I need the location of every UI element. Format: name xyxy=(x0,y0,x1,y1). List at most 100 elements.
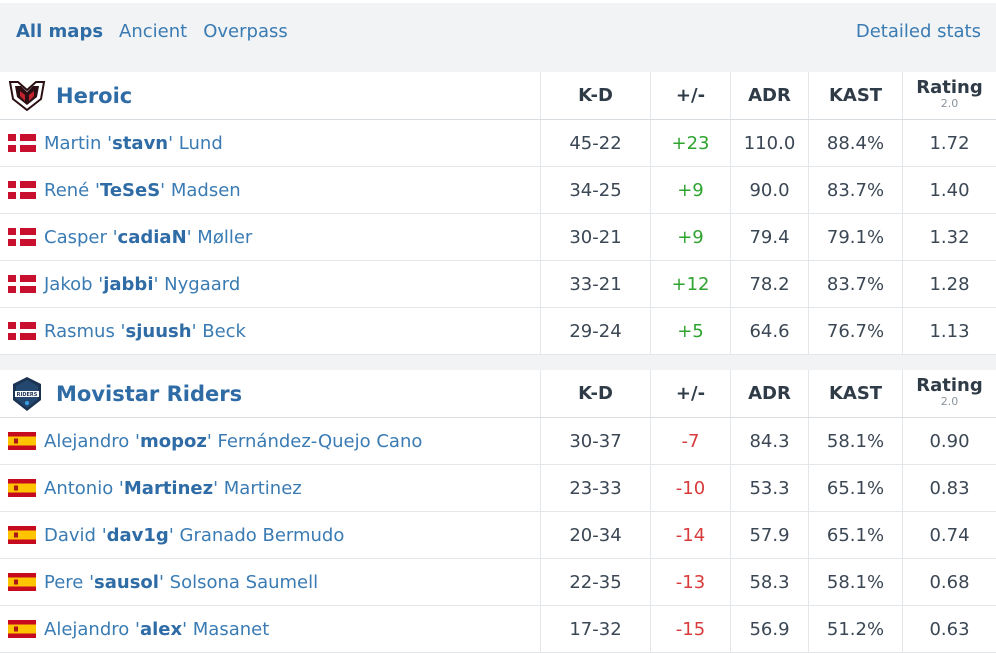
player-nickname: jabbi xyxy=(103,273,154,295)
player-nickname: Martinez xyxy=(123,477,214,499)
player-nickname: cadiaN xyxy=(117,226,187,248)
rating-value: 0.74 xyxy=(902,512,996,558)
rating-value: 1.40 xyxy=(902,167,996,213)
movistar-riders-logo-icon: RIDERS xyxy=(8,376,46,412)
heroic-logo-icon xyxy=(8,78,46,114)
player-last-name: ' Møller xyxy=(186,226,253,248)
team-stats-table-movistar-riders: RIDERS Movistar Riders K-D +/- ADR KAST … xyxy=(0,370,996,653)
col-kast-header: KAST xyxy=(808,370,902,417)
player-row: David 'dav1g' Granado Bermudo 20-34 -14 57.… xyxy=(0,512,996,559)
kast-value: 65.1% xyxy=(808,512,902,558)
spain-flag-icon xyxy=(8,573,36,591)
kd-value: 30-37 xyxy=(540,418,650,464)
adr-value: 84.3 xyxy=(730,418,808,464)
denmark-flag-icon xyxy=(8,228,36,246)
rating-label: Rating xyxy=(916,76,983,98)
rating-value: 0.83 xyxy=(902,465,996,511)
col-plusminus-header: +/- xyxy=(650,72,730,119)
rating-version: 2.0 xyxy=(940,394,959,408)
tab-all-maps[interactable]: All maps xyxy=(16,21,104,42)
player-nickname: stavn xyxy=(112,132,169,154)
player-first-name: Casper ' xyxy=(44,226,118,248)
player-last-name: ' Masanet xyxy=(182,618,270,640)
player-last-name: ' Granado Bermudo xyxy=(168,524,345,546)
kast-value: 88.4% xyxy=(808,120,902,166)
adr-value: 53.3 xyxy=(730,465,808,511)
player-last-name: ' Beck xyxy=(191,320,246,342)
player-name-link[interactable]: Pere 'sausol' Solsona Saumell xyxy=(44,572,318,593)
player-first-name: Alejandro ' xyxy=(44,618,140,640)
player-first-name: Alejandro ' xyxy=(44,430,140,452)
adr-value: 79.4 xyxy=(730,214,808,260)
player-cell: Rasmus 'sjuush' Beck xyxy=(0,308,540,354)
kd-value: 34-25 xyxy=(540,167,650,213)
plusminus-value: +5 xyxy=(650,308,730,354)
kast-value: 83.7% xyxy=(808,261,902,307)
player-nickname: sausol xyxy=(94,571,159,593)
map-tabs: All maps Ancient Overpass xyxy=(16,21,288,42)
col-rating-header: Rating 2.0 xyxy=(902,370,996,417)
team-stats-table-heroic: Heroic K-D +/- ADR KAST Rating 2.0 Marti… xyxy=(0,72,996,355)
player-last-name: ' Lund xyxy=(168,132,223,154)
spain-flag-icon xyxy=(8,620,36,638)
player-name-link[interactable]: David 'dav1g' Granado Bermudo xyxy=(44,525,344,546)
kast-value: 79.1% xyxy=(808,214,902,260)
team-header: RIDERS Movistar Riders xyxy=(0,370,540,417)
rating-value: 1.32 xyxy=(902,214,996,260)
player-row: Alejandro 'mopoz' Fernández-Quejo Cano 30… xyxy=(0,418,996,465)
table-header: Heroic K-D +/- ADR KAST Rating 2.0 xyxy=(0,72,996,120)
player-nickname: TeSeS xyxy=(99,179,161,201)
player-cell: Alejandro 'alex' Masanet xyxy=(0,606,540,652)
player-first-name: Jakob ' xyxy=(44,273,104,295)
col-kast-header: KAST xyxy=(808,72,902,119)
denmark-flag-icon xyxy=(8,275,36,293)
player-cell: Martin 'stavn' Lund xyxy=(0,120,540,166)
rating-value: 1.28 xyxy=(902,261,996,307)
tab-ancient[interactable]: Ancient xyxy=(119,21,188,42)
player-row: René 'TeSeS' Madsen 34-25 +9 90.0 83.7% 1.40 xyxy=(0,167,996,214)
denmark-flag-icon xyxy=(8,134,36,152)
plusminus-value: -13 xyxy=(650,559,730,605)
plusminus-value: -15 xyxy=(650,606,730,652)
kd-value: 20-34 xyxy=(540,512,650,558)
plusminus-value: +12 xyxy=(650,261,730,307)
tab-overpass[interactable]: Overpass xyxy=(203,21,288,42)
player-nickname: alex xyxy=(139,618,183,640)
player-name-link[interactable]: Martin 'stavn' Lund xyxy=(44,133,223,154)
player-name-link[interactable]: Casper 'cadiaN' Møller xyxy=(44,227,252,248)
kast-value: 51.2% xyxy=(808,606,902,652)
adr-value: 64.6 xyxy=(730,308,808,354)
team-name[interactable]: Heroic xyxy=(56,83,133,108)
player-name-link[interactable]: Rasmus 'sjuush' Beck xyxy=(44,321,246,342)
rating-version: 2.0 xyxy=(940,96,959,110)
player-name-link[interactable]: Alejandro 'mopoz' Fernández-Quejo Cano xyxy=(44,431,422,452)
player-last-name: ' Fernández-Quejo Cano xyxy=(206,430,423,452)
map-filter-bar: All maps Ancient Overpass Detailed stats xyxy=(0,0,996,57)
player-name-link[interactable]: René 'TeSeS' Madsen xyxy=(44,180,241,201)
player-first-name: Antonio ' xyxy=(44,477,124,499)
player-first-name: René ' xyxy=(44,179,100,201)
plusminus-value: +9 xyxy=(650,214,730,260)
player-name-link[interactable]: Antonio 'Martinez' Martinez xyxy=(44,478,302,499)
kd-value: 23-33 xyxy=(540,465,650,511)
col-kd-header: K-D xyxy=(540,72,650,119)
player-nickname: mopoz xyxy=(139,430,207,452)
plusminus-value: +23 xyxy=(650,120,730,166)
player-last-name: ' Solsona Saumell xyxy=(158,571,319,593)
kd-value: 22-35 xyxy=(540,559,650,605)
rating-value: 0.63 xyxy=(902,606,996,652)
player-first-name: Pere ' xyxy=(44,571,95,593)
player-row: Casper 'cadiaN' Møller 30-21 +9 79.4 79.1% 1.… xyxy=(0,214,996,261)
adr-value: 58.3 xyxy=(730,559,808,605)
adr-value: 56.9 xyxy=(730,606,808,652)
player-name-link[interactable]: Jakob 'jabbi' Nygaard xyxy=(44,274,240,295)
kast-value: 65.1% xyxy=(808,465,902,511)
kast-value: 58.1% xyxy=(808,418,902,464)
kd-value: 17-32 xyxy=(540,606,650,652)
team-name[interactable]: Movistar Riders xyxy=(56,381,243,406)
player-first-name: Rasmus ' xyxy=(44,320,126,342)
player-nickname: dav1g xyxy=(106,524,169,546)
player-name-link[interactable]: Alejandro 'alex' Masanet xyxy=(44,619,269,640)
detailed-stats-link[interactable]: Detailed stats xyxy=(855,21,981,42)
svg-text:RIDERS: RIDERS xyxy=(17,392,38,398)
